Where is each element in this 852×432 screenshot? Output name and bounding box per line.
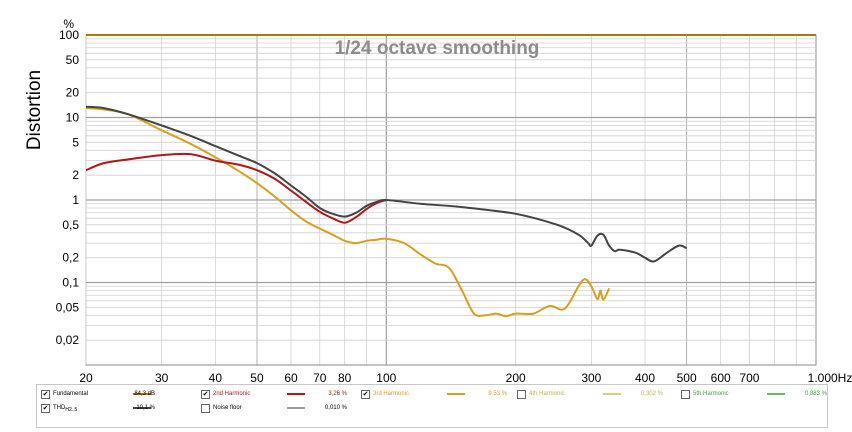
legend-item-5th-harmonic[interactable]: 5th Harmonic 0,883 %	[681, 387, 837, 401]
x-tick-label: 200	[506, 371, 526, 384]
y-tick-label: 0,02	[56, 333, 80, 347]
legend-label: Fundamental	[53, 391, 89, 397]
legend-label-subscript: H2..5	[65, 407, 78, 414]
series-line-thd	[85, 105, 688, 263]
legend-label: 3rd Harmonic	[373, 391, 410, 397]
legend-value: 0,010 %	[324, 405, 347, 411]
y-tick-label: 20	[66, 86, 80, 100]
legend-checkbox[interactable]: ✔	[201, 390, 210, 399]
legend-value: 10,1 %	[136, 405, 155, 411]
x-tick-label: 60	[284, 371, 298, 384]
legend-item-fundamental[interactable]: ✔ Fundamental 84,3 dB	[41, 387, 197, 401]
legend-value: 0,883 %	[804, 391, 827, 397]
y-tick-label: 2	[72, 168, 79, 182]
legend-checkbox[interactable]	[681, 390, 690, 399]
legend-swatch	[767, 393, 785, 395]
legend-item-2nd-harmonic[interactable]: ✔ 2nd Harmonic 3,26 %	[201, 387, 357, 401]
grid-lines	[85, 34, 817, 366]
y-tick-label: 0,2	[62, 251, 79, 265]
x-tick-label: 500	[677, 371, 697, 384]
x-tick-label: 30	[155, 371, 169, 384]
x-tick-label: 300	[581, 371, 601, 384]
legend-swatch	[287, 407, 305, 409]
series-lines	[85, 34, 816, 318]
x-tick-label: 1.000Hz	[808, 371, 852, 384]
x-tick-label: 20	[79, 371, 93, 384]
y-tick-label: 10	[66, 111, 80, 125]
legend-item-noise-floor[interactable]: Noise floor 0,010 %	[201, 401, 357, 415]
y-tick-label: 0,5	[62, 218, 79, 232]
legend-checkbox[interactable]	[517, 390, 526, 399]
x-tick-label: 40	[209, 371, 223, 384]
legend-value: 0,302 %	[640, 391, 663, 397]
series-line-2nd-harmonic	[85, 152, 387, 224]
y-tick-label: 5	[72, 135, 79, 149]
legend-item-3rd-harmonic[interactable]: ✔ 3rd Harmonic 9,53 %	[361, 387, 517, 401]
y-tick-label: 100	[59, 28, 79, 42]
legend-item-4th-harmonic[interactable]: 4th Harmonic 0,302 %	[517, 387, 673, 401]
legend-checkbox[interactable]: ✔	[361, 390, 370, 399]
y-tick-label: 0,1	[62, 276, 79, 290]
legend-label: 5th Harmonic	[693, 391, 729, 397]
y-tick-label: 50	[66, 53, 80, 67]
chart-title: 1/24 octave smoothing	[335, 38, 540, 59]
legend-label: 2nd Harmonic	[213, 391, 251, 397]
legend: ✔ Fundamental 84,3 dB ✔ 2nd Harmonic 3,26 % ✔ 3…	[36, 384, 828, 428]
y-tick-label: 1	[72, 193, 79, 207]
x-tick-label: 600	[711, 371, 731, 384]
legend-swatch	[287, 393, 305, 395]
x-tick-labels: 20 30 40 50 60 70 80 100 200 300 400 500 600 700 1.000…	[79, 371, 852, 384]
legend-swatch	[133, 407, 151, 409]
legend-label: THDH2..5	[53, 405, 78, 414]
legend-swatch	[133, 393, 151, 395]
legend-value: 84,3 dB	[134, 391, 155, 397]
y-axis-label: Distortion	[24, 70, 45, 150]
y-tick-label: 0,05	[56, 300, 80, 314]
x-tick-label: 700	[739, 371, 759, 384]
legend-label: Noise floor	[213, 405, 242, 411]
distortion-chart: 100 50 20 10 5 2 1 0,5 0,2 0,1 0,05 0,02 20 30 40 50 60…	[24, 17, 852, 384]
x-tick-label: 400	[635, 371, 655, 384]
legend-checkbox[interactable]: ✔	[41, 390, 50, 399]
y-unit-label: %	[63, 17, 74, 31]
x-tick-label: 70	[313, 371, 327, 384]
series-line-3rd-harmonic	[85, 107, 611, 318]
y-tick-labels: 100 50 20 10 5 2 1 0,5 0,2 0,1 0,05 0,02	[56, 28, 80, 347]
x-tick-label: 100	[376, 371, 396, 384]
legend-checkbox[interactable]: ✔	[41, 404, 50, 413]
legend-swatch	[447, 393, 465, 395]
x-tick-label: 80	[338, 371, 352, 384]
legend-value: 9,53 %	[488, 391, 507, 397]
x-tick-label: 50	[250, 371, 264, 384]
legend-checkbox[interactable]	[201, 404, 210, 413]
legend-swatch	[603, 393, 621, 395]
legend-value: 3,26 %	[328, 391, 347, 397]
legend-label: 4th Harmonic	[529, 391, 565, 397]
legend-item-thd[interactable]: ✔ THDH2..5 10,1 %	[41, 401, 197, 415]
